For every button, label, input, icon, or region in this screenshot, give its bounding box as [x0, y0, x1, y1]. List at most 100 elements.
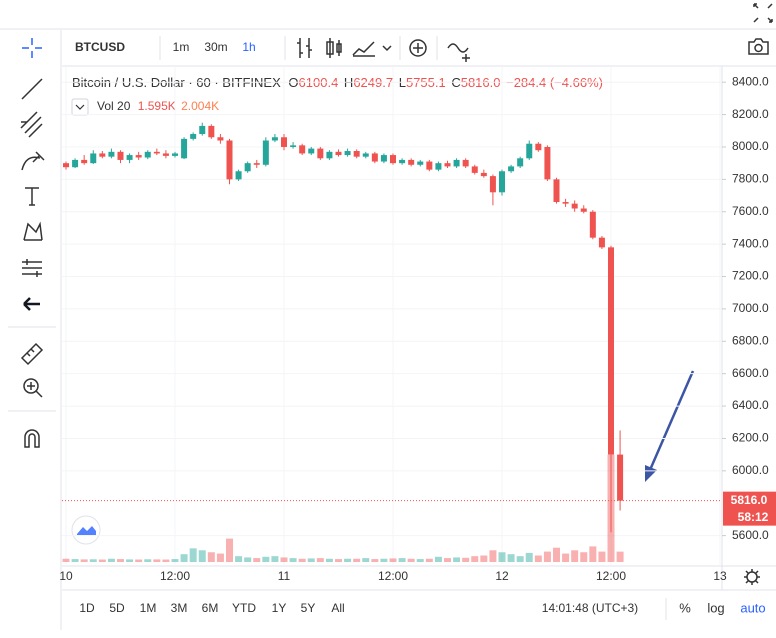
pattern-tool[interactable]	[23, 221, 43, 241]
candle-body	[235, 171, 242, 180]
volume-bar	[198, 550, 206, 562]
candle-body	[508, 166, 515, 172]
text-tool[interactable]	[25, 187, 39, 206]
y-tick-label: 8200.0	[732, 107, 769, 121]
candle-body	[517, 158, 524, 167]
volume-bar	[80, 559, 88, 562]
candle-body	[471, 166, 478, 173]
candles-icon[interactable]	[326, 38, 342, 58]
candle-body	[353, 151, 360, 157]
candle-body	[308, 148, 315, 154]
candle-body	[135, 155, 142, 158]
candle-body	[72, 159, 79, 168]
chevron-icon[interactable]	[382, 45, 392, 52]
range-button[interactable]: 1M	[140, 601, 157, 615]
x-tick-label: 12	[495, 569, 509, 583]
x-tick-label: 13	[713, 569, 727, 583]
range-button[interactable]: 5D	[109, 601, 125, 615]
candle-body	[153, 151, 160, 154]
volume-title: Vol 20	[97, 99, 131, 113]
volume-bar	[135, 559, 143, 562]
candle-body	[208, 125, 215, 138]
zoom-plus	[27, 382, 43, 398]
volume-bar	[380, 558, 388, 562]
y-tick-label: 7200.0	[732, 269, 769, 283]
candle-body	[244, 163, 251, 172]
candle-body	[435, 163, 442, 170]
expand-icon[interactable]	[753, 3, 773, 23]
candle-body	[371, 153, 378, 162]
volume-bar	[507, 554, 515, 562]
volume-bar	[589, 546, 597, 562]
candle-body	[426, 161, 433, 170]
legend: Bitcoin / U.S. Dollar · 60 · BITFINEX O6…	[72, 75, 603, 90]
volume-bar	[453, 557, 461, 562]
candle-body	[326, 151, 333, 159]
volume-bar	[407, 558, 415, 562]
annotation-arrowhead	[645, 465, 657, 482]
range-button[interactable]: 3M	[171, 601, 188, 615]
last-price-label: 5816.0	[731, 493, 768, 507]
candle-body	[617, 454, 624, 501]
plot: 5600.0 6000.0 6200.0 6400.0 6600.0 6800.0 7000…	[59, 66, 776, 583]
interval[interactable]: 30m	[204, 40, 227, 54]
logo-mark	[77, 526, 96, 535]
volume-bar	[62, 558, 70, 562]
candle-body	[317, 148, 324, 159]
prediction-tool[interactable]	[22, 259, 42, 277]
candle-body	[571, 203, 578, 209]
volume-bar	[371, 559, 379, 562]
candle-body	[63, 163, 69, 168]
candle-body	[99, 153, 106, 157]
x-tick-label: 12:00	[378, 569, 408, 583]
symbol[interactable]: BTCUSD	[75, 40, 125, 54]
volume-bar	[189, 548, 197, 562]
candle-body	[444, 163, 451, 167]
interval-active[interactable]: 1h	[242, 40, 255, 54]
range-button[interactable]: YTD	[232, 601, 256, 615]
candle-body	[535, 143, 542, 151]
volume-bar	[425, 558, 433, 562]
magnet-tool[interactable]	[24, 429, 40, 448]
camera-icon[interactable]	[748, 38, 769, 55]
interval[interactable]: 1m	[173, 40, 190, 54]
indicator-icon[interactable]	[409, 39, 427, 57]
range-button[interactable]: 5Y	[301, 601, 316, 615]
ruler-tool[interactable]	[20, 342, 44, 366]
back-tool[interactable]	[23, 297, 40, 311]
y-tick-label: 8000.0	[732, 139, 769, 153]
candle-body	[290, 145, 297, 147]
compare-icon[interactable]	[447, 43, 470, 62]
bars-icon[interactable]	[297, 38, 312, 58]
volume-bar	[89, 559, 97, 562]
brush-tool[interactable]	[21, 151, 45, 171]
trendline-tool[interactable]	[21, 78, 43, 100]
range-button[interactable]: 1D	[79, 601, 95, 615]
percent-toggle[interactable]: %	[679, 600, 691, 615]
x-tick-label: 10	[59, 569, 73, 583]
volume-bar	[289, 558, 297, 562]
area-icon[interactable]	[352, 41, 375, 57]
volume-bar	[98, 559, 106, 562]
volume-bar	[598, 551, 606, 562]
range-button[interactable]: 1Y	[272, 601, 287, 615]
crosshair-tool[interactable]	[22, 38, 42, 58]
volume-bar	[571, 550, 579, 562]
fib-tool[interactable]	[20, 111, 43, 138]
log-toggle[interactable]: log	[707, 600, 724, 615]
auto-toggle[interactable]: auto	[740, 600, 765, 615]
volume-bar	[307, 558, 315, 562]
zoom-tool[interactable]	[23, 378, 39, 394]
volume-bar	[489, 550, 497, 562]
x-tick-label: 12:00	[596, 569, 626, 583]
collapse-button[interactable]	[71, 98, 89, 116]
candle-body	[226, 140, 233, 180]
range-button[interactable]: All	[331, 601, 344, 615]
candle-body	[190, 134, 197, 139]
volume-bar	[162, 559, 170, 562]
ohlc-label: L	[399, 75, 406, 90]
volume-bar	[335, 559, 342, 562]
camera-lens	[754, 43, 763, 53]
candle-body	[126, 155, 133, 160]
range-button[interactable]: 6M	[202, 601, 219, 615]
